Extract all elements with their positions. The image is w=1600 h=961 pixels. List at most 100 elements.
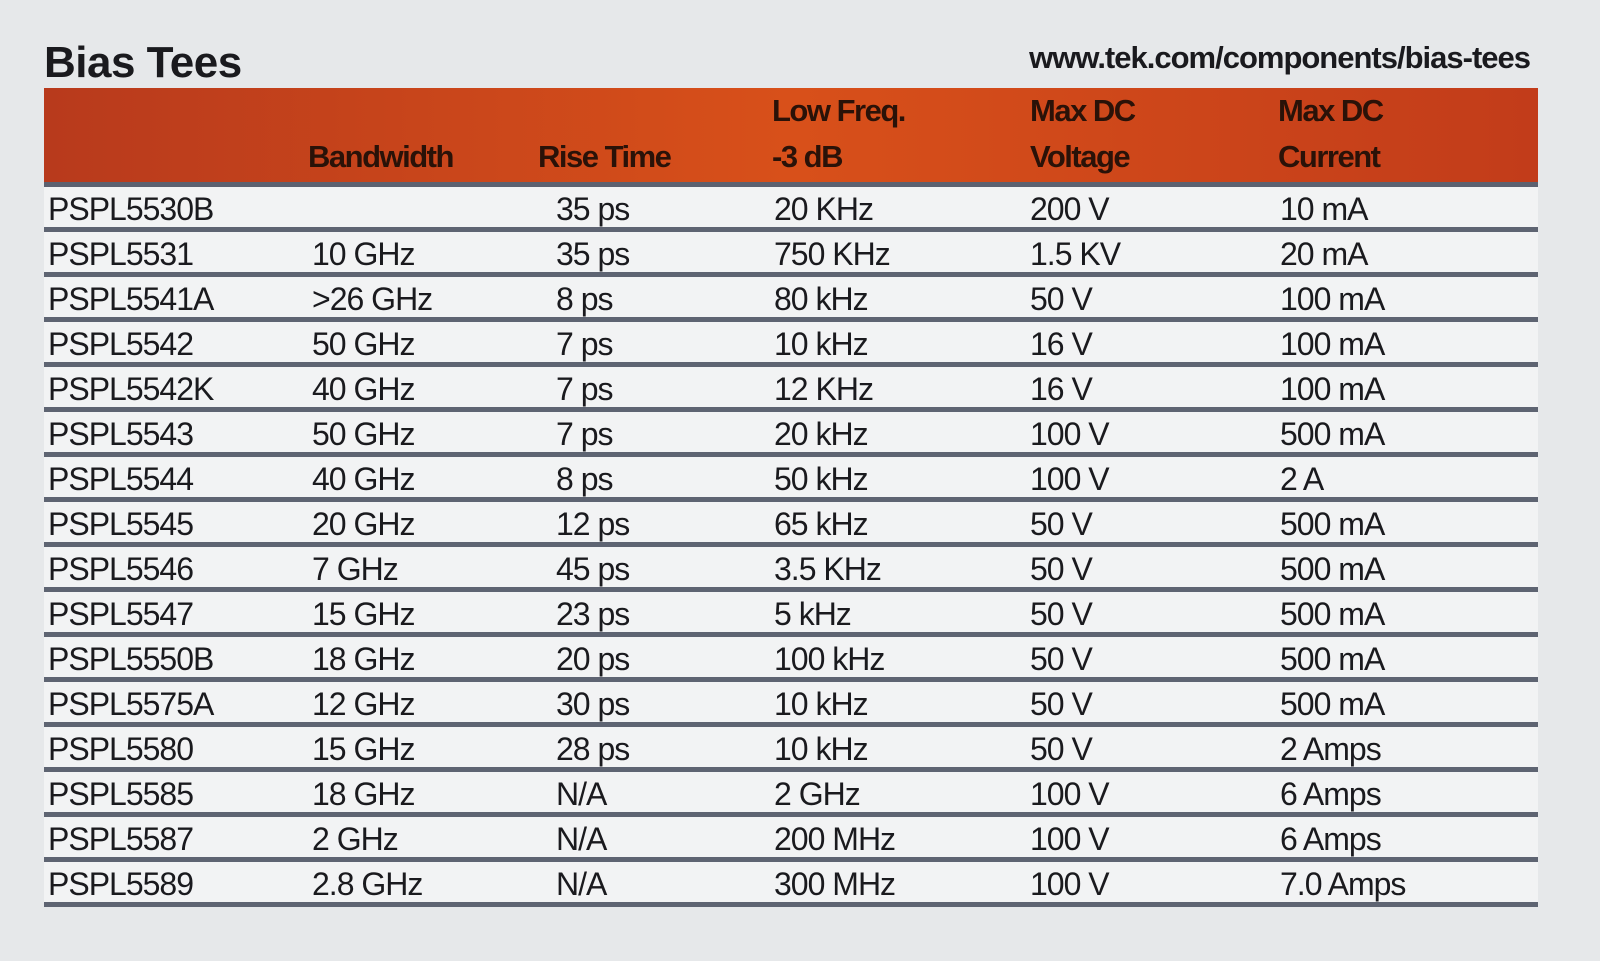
- table-cell: 2.8 GHz: [312, 866, 423, 902]
- header-max-dc-current: Max DC: [1278, 93, 1384, 128]
- table-cell: PSPL5587: [48, 821, 194, 857]
- table-cell: PSPL5589: [48, 866, 194, 902]
- table-cell: 7 ps: [556, 416, 613, 452]
- table-cell: 16 V: [1030, 371, 1093, 407]
- table-cell: 35 ps: [556, 236, 630, 272]
- table-cell: 100 mA: [1280, 281, 1385, 317]
- table-cell: 18 GHz: [312, 776, 415, 812]
- table-cell: 10 kHz: [774, 326, 869, 362]
- table-cell: 10 kHz: [774, 731, 869, 767]
- table-cell: 12 GHz: [312, 686, 415, 722]
- table-cell: 15 GHz: [312, 596, 415, 632]
- table-cell: 10 mA: [1280, 191, 1368, 227]
- table-cell: 2 A: [1280, 461, 1324, 497]
- table-cell: 20 kHz: [774, 416, 869, 452]
- table-cell: 28 ps: [556, 731, 630, 767]
- table-cell: 50 V: [1030, 506, 1093, 542]
- table-cell: PSPL5545: [48, 506, 194, 542]
- table-row: PSPL5575A 12 GHz 30 ps 10 kHz 50 V 500 mA: [44, 682, 1538, 727]
- table-cell: 50 V: [1030, 281, 1093, 317]
- table-cell: PSPL5541A: [48, 281, 214, 317]
- table-cell: 23 ps: [556, 596, 630, 632]
- table-cell: 65 kHz: [774, 506, 869, 542]
- table-cell: 300 MHz: [774, 866, 896, 902]
- table-cell: 20 KHz: [774, 191, 874, 227]
- table-row: PSPL5547 15 GHz 23 ps 5 kHz 50 V 500 mA: [44, 592, 1538, 637]
- table-row: PSPL5545 20 GHz 12 ps 65 kHz 50 V 500 mA: [44, 502, 1538, 547]
- table-row: PSPL5585 18 GHz N/A 2 GHz 100 V 6 Amps: [44, 772, 1538, 817]
- table-cell: 7 ps: [556, 371, 613, 407]
- table-cell: 100 V: [1030, 821, 1110, 857]
- table-cell: 15 GHz: [312, 731, 415, 767]
- table-cell: 16 V: [1030, 326, 1093, 362]
- table-cell: 12 KHz: [774, 371, 874, 407]
- table-cell: 500 mA: [1280, 506, 1385, 542]
- table-cell: 8 ps: [556, 461, 613, 497]
- table-cell: 50 V: [1030, 731, 1093, 767]
- table-row: PSPL5589 2.8 GHz N/A 300 MHz 100 V 7.0 Amps: [44, 862, 1538, 907]
- table-cell: N/A: [556, 776, 607, 812]
- table-cell: 2 GHz: [774, 776, 861, 812]
- table-cell: 20 ps: [556, 641, 630, 677]
- table-cell: PSPL5585: [48, 776, 194, 812]
- table-cell: 6 Amps: [1280, 821, 1382, 857]
- table-body: PSPL5530B 35 ps 20 KHz 200 V 10 mA PSPL5531 10…: [44, 187, 1538, 907]
- table-cell: 100 mA: [1280, 371, 1385, 407]
- table-cell: N/A: [556, 821, 607, 857]
- table-row: PSPL5580 15 GHz 28 ps 10 kHz 50 V 2 Amps: [44, 727, 1538, 772]
- table-cell: 8 ps: [556, 281, 613, 317]
- table-row: PSPL5550B 18 GHz 20 ps 100 kHz 50 V 500 mA: [44, 637, 1538, 682]
- table-cell: PSPL5530B: [48, 191, 214, 227]
- table-cell: PSPL5531: [48, 236, 194, 272]
- table-cell: 200 MHz: [774, 821, 896, 857]
- table-cell: N/A: [556, 866, 607, 902]
- table-row: PSPL5587 2 GHz N/A 200 MHz 100 V 6 Amps: [44, 817, 1538, 862]
- table-header: Bandwidth Rise Time Low Freq. -3 dB Max …: [44, 88, 1538, 187]
- table-cell: 50 V: [1030, 686, 1093, 722]
- table-cell: PSPL5550B: [48, 641, 214, 677]
- header-max-dc-current-2: Current: [1278, 139, 1381, 174]
- table-cell: 500 mA: [1280, 641, 1385, 677]
- table-cell: PSPL5544: [48, 461, 194, 497]
- page-title: Bias Tees: [44, 38, 242, 87]
- table-cell: 750 KHz: [774, 236, 891, 272]
- table-cell: 50 kHz: [774, 461, 869, 497]
- table-cell: 100 V: [1030, 416, 1110, 452]
- table-cell: 50 V: [1030, 551, 1093, 587]
- table-row: PSPL5542K 40 GHz 7 ps 12 KHz 16 V 100 mA: [44, 367, 1538, 412]
- table-cell: 7.0 Amps: [1280, 866, 1406, 902]
- table-cell: 2 GHz: [312, 821, 399, 857]
- table-row: PSPL5531 10 GHz 35 ps 750 KHz 1.5 KV 20 mA: [44, 232, 1538, 277]
- table-row: PSPL5543 50 GHz 7 ps 20 kHz 100 V 500 mA: [44, 412, 1538, 457]
- table-cell: 40 GHz: [312, 461, 415, 497]
- table-cell: 100 V: [1030, 866, 1110, 902]
- table-cell: 1.5 KV: [1030, 236, 1121, 272]
- table-cell: >26 GHz: [312, 281, 433, 317]
- table-cell: 100 kHz: [774, 641, 885, 677]
- table-cell: 18 GHz: [312, 641, 415, 677]
- table-row: PSPL5544 40 GHz 8 ps 50 kHz 100 V 2 A: [44, 457, 1538, 502]
- table-cell: 500 mA: [1280, 551, 1385, 587]
- table-cell: PSPL5542: [48, 326, 194, 362]
- header-max-dc-voltage: Max DC: [1030, 93, 1136, 128]
- table-cell: 5 kHz: [774, 596, 852, 632]
- table-cell: 50 V: [1030, 641, 1093, 677]
- table-cell: PSPL5580: [48, 731, 194, 767]
- table-cell: 100 mA: [1280, 326, 1385, 362]
- table-cell: 10 kHz: [774, 686, 869, 722]
- table-cell: 2 Amps: [1280, 731, 1382, 767]
- table-cell: 20 mA: [1280, 236, 1368, 272]
- table-cell: 30 ps: [556, 686, 630, 722]
- table-cell: 500 mA: [1280, 416, 1385, 452]
- header-bandwidth: Bandwidth: [308, 139, 454, 174]
- table-cell: 500 mA: [1280, 686, 1385, 722]
- url-link: www.tek.com/components/bias-tees: [1029, 40, 1531, 75]
- table-cell: 45 ps: [556, 551, 630, 587]
- table-cell: 3.5 KHz: [774, 551, 882, 587]
- table-cell: 10 GHz: [312, 236, 415, 272]
- bias-tees-table: Bandwidth Rise Time Low Freq. -3 dB Max …: [44, 88, 1538, 907]
- table-cell: 500 mA: [1280, 596, 1385, 632]
- table-row: PSPL5542 50 GHz 7 ps 10 kHz 16 V 100 mA: [44, 322, 1538, 367]
- table-cell: 100 V: [1030, 776, 1110, 812]
- table-cell: PSPL5543: [48, 416, 194, 452]
